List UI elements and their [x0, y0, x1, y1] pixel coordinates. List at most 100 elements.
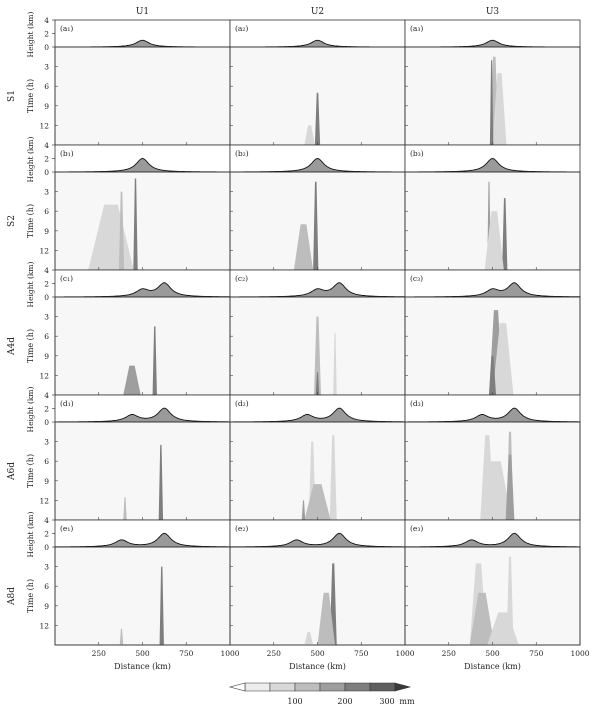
panel-label: (d₁)	[60, 399, 74, 408]
time-ytick-label: 9	[44, 477, 49, 486]
panel-A6d-U1: (d₁)	[54, 394, 231, 521]
colorbar-unit: mm	[399, 697, 415, 706]
terrain-ytick-label: 4	[44, 266, 49, 275]
panel-S1-U2: (a₂)	[229, 19, 406, 146]
row-S1: S1 Height (km) 4 2 0 Time (h) 3 6 9 12 (a₁) (a₂) (a₃…	[7, 11, 581, 146]
terrain-frame	[229, 519, 406, 548]
time-ylabel: Time (h)	[26, 454, 35, 488]
time-ytick-label: 9	[44, 352, 49, 361]
x-axis-label: Distance (km)	[464, 662, 521, 671]
colorbar-segment	[244, 682, 271, 692]
precip-shading	[505, 454, 515, 520]
x-axis: 250 500 750 1000 Distance (km) 250 500 750 1000 D…	[92, 649, 590, 671]
precip-shading	[502, 198, 508, 270]
time-ytick-label: 12	[39, 246, 49, 255]
terrain-ytick-label: 4	[44, 16, 49, 25]
precip-panel-background	[229, 546, 406, 646]
row-label: S1	[7, 90, 17, 102]
x-tick-label: 500	[485, 649, 500, 658]
terrain-ytick-label: 2	[44, 530, 49, 539]
panel-label: (a₃)	[410, 24, 423, 33]
colorbar-segment	[269, 682, 296, 692]
panel-label: (b₁)	[60, 149, 74, 158]
colorbar-segment	[319, 682, 346, 692]
terrain-ytick-label: 0	[44, 418, 49, 427]
terrain-ylabel: Height (km)	[26, 386, 35, 432]
time-ytick-label: 9	[44, 227, 49, 236]
colorbar: 100 200 300 mm	[228, 682, 415, 706]
panel-label: (a₁)	[60, 24, 73, 33]
precip-panel-background	[54, 421, 231, 521]
terrain-ylabel: Height (km)	[26, 11, 35, 57]
precip-shading	[158, 444, 164, 520]
panel-A4d-U2: (c₂)	[229, 269, 406, 396]
panel-label: (b₃)	[410, 149, 424, 158]
precip-shading	[152, 326, 157, 395]
precip-shading	[304, 125, 315, 145]
terrain-ylabel: Height (km)	[26, 136, 35, 182]
terrain-frame	[54, 394, 231, 423]
time-ylabel: Time (h)	[26, 79, 35, 113]
terrain-ytick-label: 2	[44, 280, 49, 289]
terrain-frame	[54, 519, 231, 548]
panel-label: (e₃)	[410, 524, 423, 533]
panel-S2-U2: (b₂)	[229, 144, 406, 271]
precip-shading	[480, 461, 512, 520]
precip-shading	[492, 73, 507, 145]
row-A6d: A6d Height (km) 4 2 0 Time (h) 3 6 9 12 (d₁) (d₂) (d…	[7, 386, 581, 521]
precip-panel-background	[54, 46, 231, 146]
x-tick-label: 750	[179, 649, 194, 658]
precip-panel-background	[54, 171, 231, 271]
time-ytick-label: 9	[44, 102, 49, 111]
colorbar-tick-label: 100	[287, 697, 302, 706]
time-ytick-label: 12	[39, 121, 49, 130]
precip-panel-background	[404, 546, 581, 646]
precip-shading	[123, 497, 127, 520]
terrain-ytick-label: 0	[44, 293, 49, 302]
panel-S1-U1: (a₁)	[54, 19, 231, 146]
panel-A8d-U1: (e₁)	[54, 519, 231, 646]
terrain-ylabel: Height (km)	[26, 261, 35, 307]
colorbar-max-arrow	[394, 682, 412, 692]
terrain-ytick-label: 4	[44, 391, 49, 400]
x-tick-label: 1000	[220, 649, 239, 658]
time-ytick-label: 6	[44, 457, 49, 466]
column-header-0: U1	[136, 7, 149, 17]
terrain-ylabel: Height (km)	[26, 511, 35, 557]
time-ytick-label: 9	[44, 602, 49, 611]
terrain-profile	[404, 532, 581, 548]
terrain-frame	[404, 394, 581, 423]
row-S2: S2 Height (km) 4 2 0 Time (h) 3 6 9 12 (b₁) (b₂) (b₃…	[7, 136, 581, 271]
time-ytick-label: 12	[39, 371, 49, 380]
terrain-ytick-label: 0	[44, 168, 49, 177]
precip-shading	[487, 612, 519, 645]
x-tick-label: 750	[354, 649, 369, 658]
panel-A4d-U1: (c₁)	[54, 269, 231, 396]
row-A8d: A8d Height (km) 4 2 0 Time (h) 3 6 9 12 (e₁) (e₂) (e…	[7, 511, 581, 646]
precip-shading	[304, 484, 331, 520]
panel-S1-U3: (a₃)	[404, 19, 581, 146]
row-A4d: A4d Height (km) 4 2 0 Time (h) 3 6 9 12 (c₁) (c₂) (c…	[7, 261, 581, 396]
precip-shading	[314, 316, 321, 395]
panel-label: (d₂)	[235, 399, 249, 408]
x-tick-label: 1000	[395, 649, 414, 658]
precip-shading	[301, 500, 306, 520]
x-axis-label: Distance (km)	[289, 662, 346, 671]
colorbar-tick-label: 300	[379, 697, 394, 706]
precip-shading	[492, 323, 514, 395]
precip-shading	[489, 60, 494, 145]
panel-A8d-U3: (e₃)	[404, 519, 581, 646]
time-ytick-label: 3	[44, 63, 49, 72]
precip-shading	[118, 191, 125, 270]
precip-shading	[313, 181, 319, 270]
time-ylabel: Time (h)	[26, 329, 35, 363]
time-ytick-label: 6	[44, 332, 49, 341]
precip-panel-background	[54, 546, 231, 646]
panel-label: (c₃)	[410, 274, 423, 283]
precip-shading	[133, 178, 138, 270]
terrain-ytick-label: 4	[44, 141, 49, 150]
time-ytick-label: 12	[39, 496, 49, 505]
terrain-ytick-label: 0	[44, 543, 49, 552]
panel-A8d-U2: (e₂)	[229, 519, 406, 646]
time-ytick-label: 12	[39, 621, 49, 630]
